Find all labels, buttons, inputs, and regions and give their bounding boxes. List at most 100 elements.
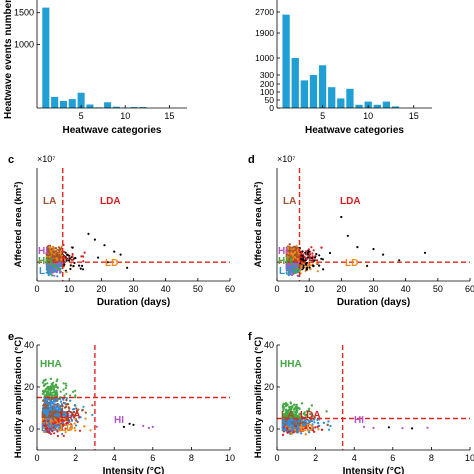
- data-point: [60, 403, 64, 406]
- data-point: [300, 266, 303, 270]
- data-point: [74, 389, 77, 392]
- x-tick-label: 10: [64, 284, 74, 294]
- data-point: [83, 425, 86, 428]
- data-point: [91, 413, 94, 416]
- data-point: [119, 253, 122, 256]
- y-tick-label: 1000: [14, 39, 34, 49]
- data-point: [296, 256, 299, 259]
- data-point: [54, 255, 57, 258]
- data-point: [68, 257, 71, 260]
- data-point: [293, 271, 296, 274]
- data-point: [59, 264, 62, 267]
- data-point: [60, 245, 63, 248]
- data-point: [97, 256, 100, 259]
- data-point: [45, 403, 48, 406]
- region-label-ls: LS: [279, 266, 292, 277]
- bar: [291, 58, 299, 108]
- data-point: [313, 259, 316, 262]
- data-point: [54, 425, 58, 428]
- data-point: [47, 403, 50, 406]
- data-point: [47, 272, 50, 275]
- region-label-ls: LS: [39, 266, 52, 277]
- data-point: [71, 255, 74, 258]
- x-tick-label: 0: [274, 284, 279, 294]
- data-point: [49, 389, 52, 392]
- data-point: [82, 268, 85, 271]
- data-point: [305, 253, 308, 256]
- data-point: [54, 250, 57, 253]
- data-point: [295, 269, 298, 272]
- data-point: [382, 253, 385, 256]
- y-tick-label: 50: [265, 95, 275, 105]
- data-point: [69, 267, 72, 271]
- data-point: [41, 390, 45, 393]
- data-point: [63, 255, 66, 259]
- bar: [382, 101, 391, 108]
- data-point: [49, 377, 53, 380]
- data-point: [57, 403, 60, 406]
- x-axis-label: Intensity (°C): [103, 466, 165, 474]
- data-point: [292, 250, 295, 253]
- bar: [346, 88, 354, 108]
- data-point: [294, 253, 297, 256]
- data-point: [82, 405, 85, 408]
- data-point: [74, 396, 77, 399]
- data-point: [51, 274, 54, 277]
- data-point: [303, 255, 306, 259]
- data-point: [43, 400, 47, 403]
- data-point: [78, 429, 82, 432]
- data-point: [321, 258, 324, 261]
- data-point: [64, 387, 67, 390]
- data-point: [49, 250, 52, 253]
- data-point: [56, 378, 59, 381]
- data-point: [65, 253, 69, 256]
- data-point: [320, 246, 323, 249]
- x-tick-label: 10: [120, 111, 130, 121]
- data-point: [44, 383, 47, 386]
- data-point: [64, 382, 67, 385]
- data-point: [46, 391, 49, 395]
- data-point: [46, 407, 49, 410]
- data-point: [147, 426, 150, 429]
- data-point: [53, 407, 56, 410]
- data-point: [52, 254, 55, 258]
- data-point: [58, 397, 61, 400]
- data-point: [84, 411, 87, 414]
- x-tick-label: 30: [128, 284, 138, 294]
- y-tick-label: 1500: [14, 8, 34, 18]
- data-point: [80, 255, 83, 258]
- data-point: [57, 246, 61, 249]
- region-label-ld: LD: [345, 258, 358, 269]
- region-label-hi: HI: [114, 415, 124, 426]
- data-point: [305, 258, 308, 261]
- data-point: [315, 259, 319, 262]
- x-tick-label: 40: [161, 284, 171, 294]
- data-point: [294, 248, 298, 251]
- data-point: [56, 386, 59, 389]
- data-point: [60, 247, 63, 250]
- data-point: [65, 259, 68, 262]
- bar: [328, 87, 336, 108]
- bar: [373, 104, 381, 108]
- bar: [282, 14, 290, 108]
- data-point: [55, 252, 58, 255]
- data-point: [62, 388, 65, 391]
- y-tick-label: 0: [29, 424, 34, 434]
- data-point: [308, 255, 311, 258]
- data-point: [64, 257, 67, 260]
- y-tick-label: 20: [24, 382, 34, 392]
- data-point: [67, 259, 71, 262]
- data-point: [309, 268, 312, 271]
- data-point: [43, 403, 46, 407]
- data-point: [62, 382, 65, 385]
- data-point: [87, 232, 90, 235]
- data-point: [53, 267, 56, 270]
- x-tick-label: 4: [112, 453, 117, 463]
- data-point: [72, 390, 75, 393]
- data-point: [69, 399, 72, 402]
- bar: [318, 65, 327, 108]
- data-point: [55, 428, 58, 431]
